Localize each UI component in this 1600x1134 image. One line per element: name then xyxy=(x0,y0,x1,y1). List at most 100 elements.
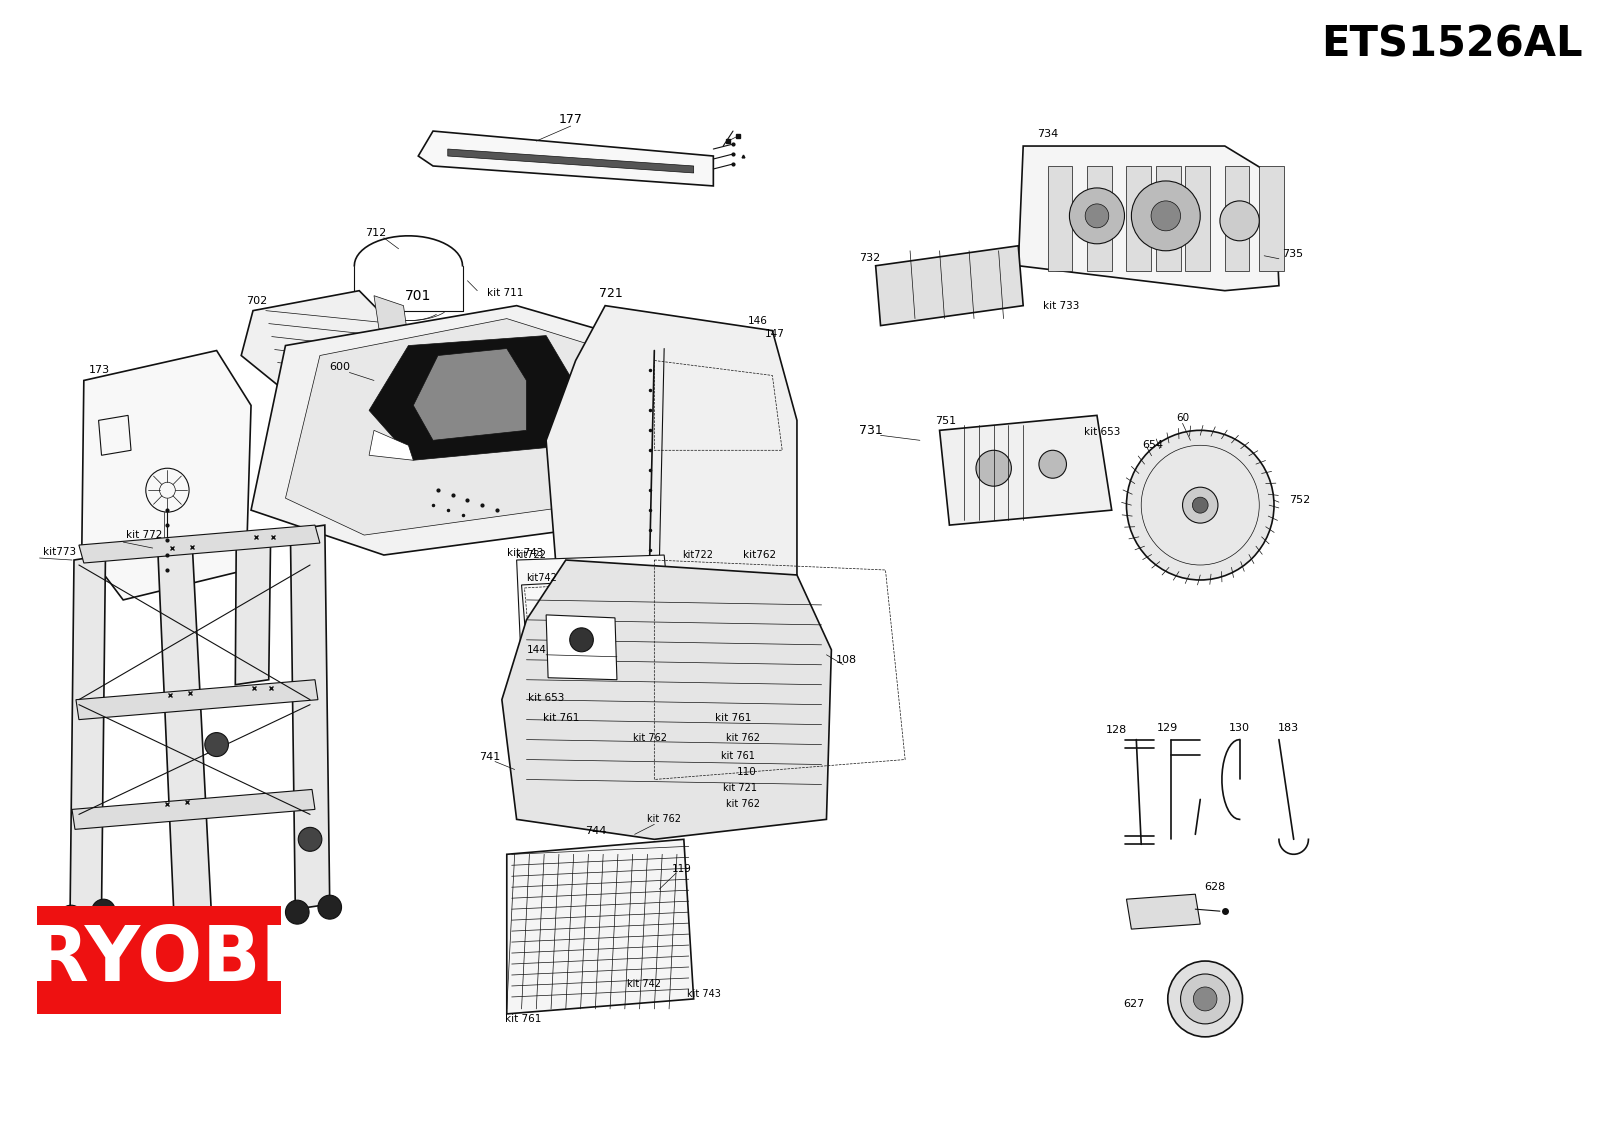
Polygon shape xyxy=(1259,166,1283,271)
Polygon shape xyxy=(939,415,1112,525)
Text: kit 762: kit 762 xyxy=(634,733,667,743)
Text: 732: 732 xyxy=(859,253,880,263)
Polygon shape xyxy=(157,540,211,924)
Circle shape xyxy=(1219,201,1259,240)
Text: 628: 628 xyxy=(1205,882,1226,892)
Polygon shape xyxy=(1126,166,1150,271)
Text: ETS1526AL: ETS1526AL xyxy=(1322,24,1582,66)
Text: kit722: kit722 xyxy=(515,550,546,560)
Circle shape xyxy=(1150,201,1181,231)
Polygon shape xyxy=(290,525,330,909)
Text: 627: 627 xyxy=(1123,999,1146,1009)
Polygon shape xyxy=(70,555,106,915)
Circle shape xyxy=(1181,974,1230,1024)
Text: kit 653: kit 653 xyxy=(1083,428,1120,438)
Polygon shape xyxy=(235,530,270,685)
Circle shape xyxy=(1126,430,1274,579)
Text: 701: 701 xyxy=(405,289,432,303)
Text: 731: 731 xyxy=(859,424,883,437)
Polygon shape xyxy=(72,789,315,829)
Text: kit 743: kit 743 xyxy=(507,548,542,558)
Text: kit 771: kit 771 xyxy=(83,929,120,939)
Text: 752: 752 xyxy=(1288,496,1310,505)
Polygon shape xyxy=(507,839,694,1014)
Text: kit 711: kit 711 xyxy=(486,288,523,297)
Text: 60: 60 xyxy=(1176,414,1189,423)
Circle shape xyxy=(285,900,309,924)
Circle shape xyxy=(318,895,341,920)
Polygon shape xyxy=(502,560,832,839)
Text: 130: 130 xyxy=(1229,722,1250,733)
Text: 119: 119 xyxy=(672,864,691,874)
Polygon shape xyxy=(1126,895,1200,929)
Text: 129: 129 xyxy=(1157,722,1179,733)
Text: kit 721: kit 721 xyxy=(723,784,757,794)
Polygon shape xyxy=(78,525,320,562)
Text: kit 762: kit 762 xyxy=(646,814,682,824)
Text: 741: 741 xyxy=(480,752,501,762)
Polygon shape xyxy=(546,615,618,679)
Circle shape xyxy=(91,899,115,923)
Text: 128: 128 xyxy=(1106,725,1128,735)
Text: kit 772: kit 772 xyxy=(126,530,163,540)
Polygon shape xyxy=(374,296,408,340)
Polygon shape xyxy=(448,149,694,174)
Text: kit773: kit773 xyxy=(43,547,75,557)
Text: kit 743: kit 743 xyxy=(686,989,720,999)
Text: kit 762: kit 762 xyxy=(726,733,760,743)
Text: 654: 654 xyxy=(1142,440,1163,450)
Text: 600: 600 xyxy=(330,363,350,372)
Text: kit 761: kit 761 xyxy=(722,751,755,761)
Text: 702: 702 xyxy=(246,296,267,306)
Text: 110: 110 xyxy=(738,768,757,778)
Polygon shape xyxy=(242,290,408,396)
Text: kit 761: kit 761 xyxy=(506,1014,541,1024)
Circle shape xyxy=(1168,960,1243,1036)
Circle shape xyxy=(298,828,322,852)
Polygon shape xyxy=(251,306,654,555)
Polygon shape xyxy=(1086,166,1112,271)
Polygon shape xyxy=(517,555,674,670)
Text: kit 761: kit 761 xyxy=(715,712,752,722)
Text: 147: 147 xyxy=(765,329,784,339)
Polygon shape xyxy=(82,350,251,600)
Polygon shape xyxy=(1186,166,1210,271)
Text: kit 742: kit 742 xyxy=(627,979,661,989)
Polygon shape xyxy=(1048,166,1072,271)
Text: 735: 735 xyxy=(1282,248,1302,259)
Circle shape xyxy=(570,628,594,652)
Circle shape xyxy=(1085,204,1109,228)
Text: 751: 751 xyxy=(934,416,955,426)
Text: 712: 712 xyxy=(365,228,387,238)
Text: 734: 734 xyxy=(1037,129,1059,139)
Text: kit 653: kit 653 xyxy=(528,693,565,703)
Polygon shape xyxy=(546,306,797,595)
Text: kit 733: kit 733 xyxy=(1043,301,1080,311)
Circle shape xyxy=(205,733,229,756)
Text: 173: 173 xyxy=(88,365,110,375)
Circle shape xyxy=(1038,450,1067,479)
Text: 108: 108 xyxy=(835,654,856,665)
Text: 146: 146 xyxy=(747,315,768,325)
Circle shape xyxy=(1069,188,1125,244)
Text: 183: 183 xyxy=(1278,722,1299,733)
Circle shape xyxy=(1194,987,1218,1010)
Polygon shape xyxy=(875,246,1022,325)
Text: kit 762: kit 762 xyxy=(726,799,760,810)
Polygon shape xyxy=(75,679,318,720)
Text: kit722: kit722 xyxy=(682,550,714,560)
Text: 721: 721 xyxy=(598,287,622,301)
Polygon shape xyxy=(370,336,576,460)
Text: kit742: kit742 xyxy=(526,573,557,583)
Circle shape xyxy=(1192,497,1208,513)
Polygon shape xyxy=(1226,166,1250,271)
Circle shape xyxy=(1182,488,1218,523)
Text: kit 761: kit 761 xyxy=(542,712,579,722)
FancyBboxPatch shape xyxy=(37,906,282,1014)
Polygon shape xyxy=(370,430,413,460)
Circle shape xyxy=(976,450,1011,486)
Circle shape xyxy=(163,915,186,939)
Circle shape xyxy=(1131,181,1200,251)
Text: 744: 744 xyxy=(584,827,606,837)
Text: kit762: kit762 xyxy=(742,550,776,560)
